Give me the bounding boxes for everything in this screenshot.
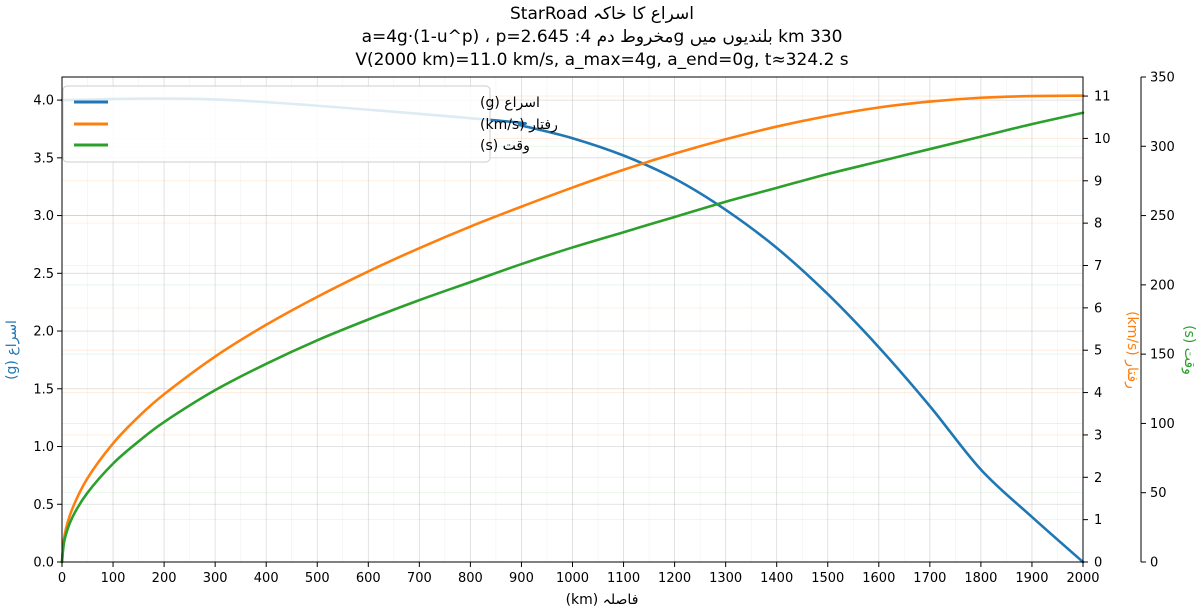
y-tick-label-time: 50 <box>1150 486 1167 501</box>
y-tick-label-acceleration: 3.0 <box>33 209 54 224</box>
y-tick-label-time: 250 <box>1150 209 1175 224</box>
series-line-velocity <box>60 94 1085 564</box>
x-tick-label: 200 <box>152 571 177 586</box>
legend-label-time: وقت (s) <box>480 138 530 154</box>
y-tick-label-time: 0 <box>1150 556 1158 571</box>
legend-label-velocity: رفتار (km/s) <box>480 117 558 133</box>
x-tick-label: 800 <box>458 571 483 586</box>
x-tick-label: 700 <box>407 571 432 586</box>
chart-title: StarRoad اسراع کا خاکہ a=4g·(1-u^p) ، p=… <box>355 4 848 70</box>
axes: 0 100 200 300 400 500 600 700 800 900 1000 1100 1200… <box>33 71 1175 587</box>
x-tick-label: 1200 <box>658 571 691 586</box>
x-tick-label: 0 <box>58 571 66 586</box>
x-tick-label: 300 <box>203 571 228 586</box>
x-tick-label: 1500 <box>811 571 844 586</box>
y-tick-label-velocity: 3 <box>1094 428 1102 443</box>
x-tick-label: 100 <box>101 571 126 586</box>
x-tick-label: 1800 <box>964 571 997 586</box>
y-tick-label-velocity: 9 <box>1094 174 1102 189</box>
y-tick-label-acceleration: 2.0 <box>33 325 54 340</box>
y-tick-label-velocity: 4 <box>1094 386 1102 401</box>
y-tick-label-velocity: 7 <box>1094 259 1102 274</box>
y-tick-label-velocity: 1 <box>1094 513 1102 528</box>
y-tick-label-velocity: 10 <box>1094 132 1111 147</box>
x-tick-label: 900 <box>509 571 534 586</box>
title-line-2: a=4g·(1-u^p) ، p=2.645 :مخروط دم 4g بلند… <box>362 27 843 47</box>
legend: اسراع (g) رفتار (km/s) وقت (s) <box>62 85 558 163</box>
x-tick-label: 1000 <box>556 571 589 586</box>
series-line-time <box>60 111 1085 564</box>
x-tick-label: 1600 <box>862 571 895 586</box>
y-tick-label-time: 200 <box>1150 278 1175 293</box>
title-line-3: V(2000 km)=11.0 km/s, a_max=4g, a_end=0g… <box>355 50 848 70</box>
y-tick-label-velocity: 5 <box>1094 344 1102 359</box>
y-tick-label-velocity: 8 <box>1094 217 1102 232</box>
y-tick-label-time: 300 <box>1150 140 1175 155</box>
y-tick-label-acceleration: 1.5 <box>33 382 54 397</box>
legend-label-acceleration: اسراع (g) <box>480 95 540 111</box>
x-tick-label: 2000 <box>1066 571 1099 586</box>
y-tick-label-acceleration: 1.0 <box>33 440 54 455</box>
y-tick-label-velocity: 2 <box>1094 471 1102 486</box>
x-axis-label: فاصلہ (km) <box>566 592 639 608</box>
x-tick-label: 500 <box>305 571 330 586</box>
x-tick-label: 1100 <box>607 571 640 586</box>
y-tick-label-time: 350 <box>1150 71 1175 86</box>
y-tick-label-time: 100 <box>1150 417 1175 432</box>
x-tick-label: 1900 <box>1015 571 1048 586</box>
y-tick-label-time: 150 <box>1150 348 1175 363</box>
x-tick-label: 600 <box>356 571 381 586</box>
x-tick-label: 1400 <box>760 571 793 586</box>
title-line-1: StarRoad اسراع کا خاکہ <box>510 4 694 24</box>
x-tick-label: 400 <box>254 571 279 586</box>
x-tick-label: 1300 <box>709 571 742 586</box>
legend-frame <box>62 85 491 163</box>
y-tick-label-velocity: 0 <box>1094 556 1102 571</box>
y-tick-label-acceleration: 0.0 <box>33 556 54 571</box>
y-tick-label-acceleration: 0.5 <box>33 498 54 513</box>
y-tick-label-acceleration: 2.5 <box>33 267 54 282</box>
y-axis-label-acceleration: اسراع (g) <box>4 320 20 380</box>
y-tick-label-acceleration: 4.0 <box>33 94 54 109</box>
y-axis-label-time: وقت (s) <box>1181 325 1197 375</box>
x-tick-label: 1700 <box>913 571 946 586</box>
y-tick-label-acceleration: 3.5 <box>33 151 54 166</box>
y-axis-label-velocity: رفتار (km/s) <box>1124 311 1140 389</box>
y-tick-label-velocity: 11 <box>1094 90 1111 105</box>
y-tick-label-velocity: 6 <box>1094 301 1102 316</box>
